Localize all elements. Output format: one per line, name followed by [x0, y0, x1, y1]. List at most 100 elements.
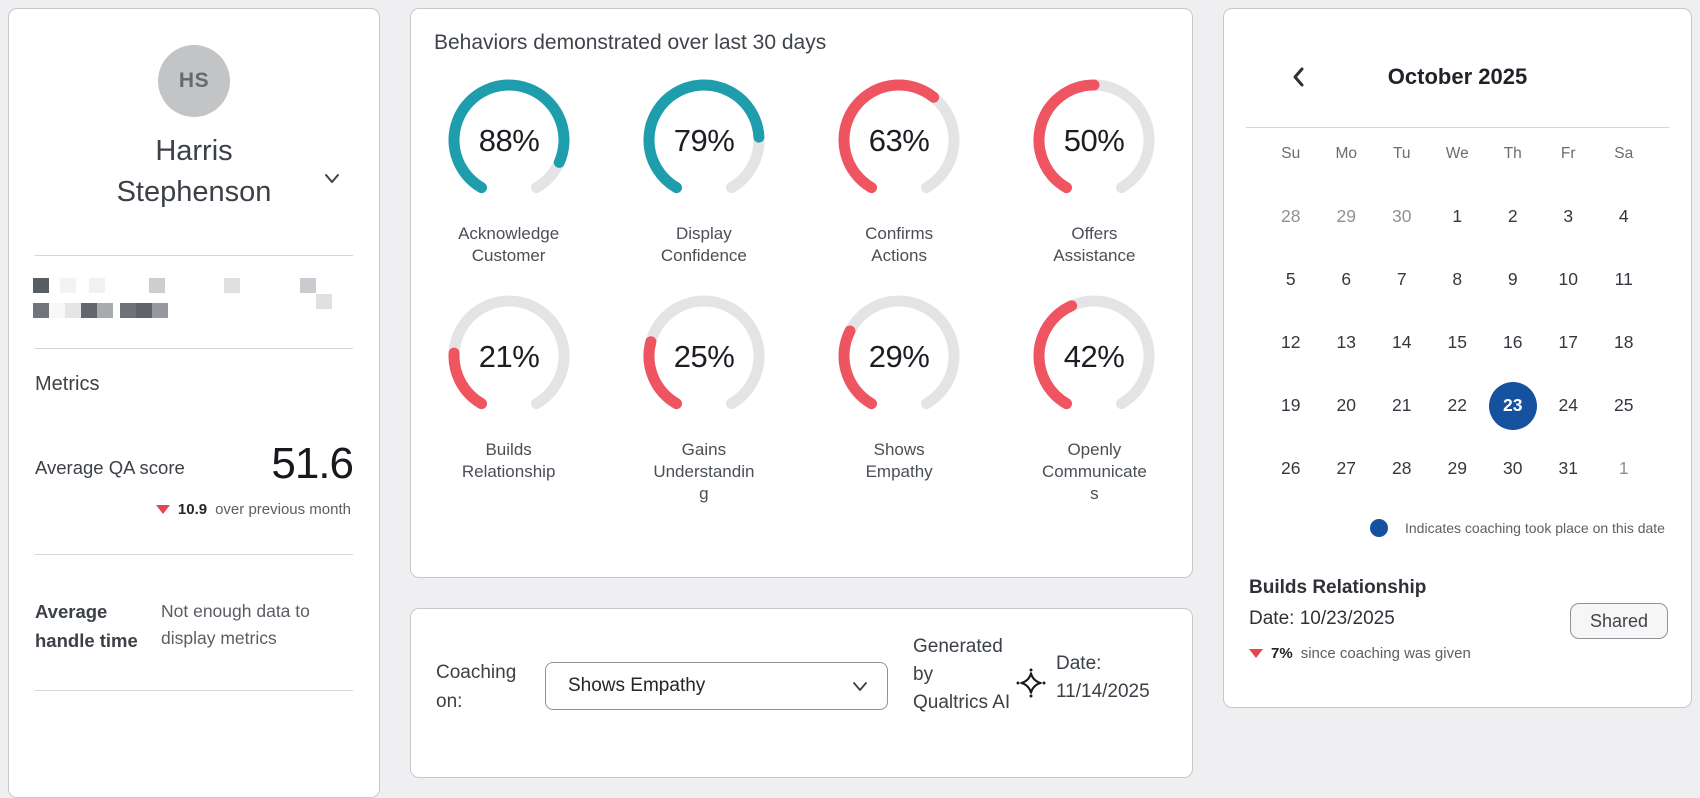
redacted-block: [224, 278, 240, 293]
calendar-day[interactable]: 9: [1507, 269, 1518, 289]
calendar-prev-button[interactable]: [1286, 64, 1312, 90]
behaviors-card: Behaviors demonstrated over last 30 days…: [410, 8, 1193, 578]
behavior-gauge: 79% Display Confidence: [641, 77, 767, 267]
calendar-day[interactable]: 13: [1336, 332, 1356, 352]
calendar-day[interactable]: 3: [1563, 206, 1574, 226]
chevron-down-icon[interactable]: [321, 167, 343, 189]
day-header: Fr: [1560, 145, 1576, 162]
gauge-label: Offers Assistance: [1053, 224, 1136, 266]
divider: [35, 348, 353, 349]
gauge-label: Display Confidence: [660, 224, 747, 266]
gauge-percent: 79%: [674, 123, 735, 158]
calendar-day-headers: Su Mo Tu We Th Fr Sa: [1263, 145, 1652, 163]
redacted-block: [81, 303, 97, 318]
calendar-day[interactable]: 24: [1558, 395, 1578, 415]
calendar-day[interactable]: 17: [1558, 332, 1578, 352]
redacted-block: [300, 278, 316, 293]
legend-text: Indicates coaching took place on this da…: [1405, 520, 1665, 536]
calendar-day[interactable]: 12: [1281, 332, 1301, 352]
profile-card: HS Harris Stephenson Metrics Average QA …: [8, 8, 380, 798]
gauge-label: Openly Communicates: [1041, 440, 1147, 504]
gauge-label: Builds Relationship: [461, 440, 556, 482]
handle-time-label: Average handle time: [35, 601, 138, 651]
calendar-day[interactable]: 7: [1396, 269, 1407, 289]
calendar-day[interactable]: 5: [1285, 269, 1296, 289]
redacted-block: [149, 278, 165, 293]
calendar-day[interactable]: 28: [1281, 206, 1301, 226]
calendar-day[interactable]: 1: [1618, 458, 1629, 478]
gauge-label: Confirms Actions: [865, 224, 934, 266]
calendar-day[interactable]: 30: [1503, 458, 1523, 478]
gauge-ring: 21%: [448, 295, 570, 410]
behavior-gauge: 63% Confirms Actions: [836, 77, 962, 267]
qa-score-value: 51.6: [271, 439, 354, 488]
delta-suffix: over previous month: [215, 501, 351, 518]
gauge-ring: 42%: [1033, 295, 1155, 410]
behavior-gauge: 25% Gains Understanding: [641, 293, 767, 505]
coaching-dot-icon: [1370, 519, 1388, 537]
calendar-day[interactable]: 4: [1618, 206, 1629, 226]
day-header: Sa: [1614, 145, 1634, 162]
calendar-day[interactable]: 10: [1558, 269, 1578, 289]
redacted-block: [60, 278, 76, 293]
behavior-gauge: 50% Offers Assistance: [1031, 77, 1157, 267]
divider: [35, 554, 353, 555]
calendar-day[interactable]: 15: [1447, 332, 1467, 352]
calendar-day[interactable]: 30: [1392, 206, 1412, 226]
behavior-gauge: 29% Shows Empathy: [836, 293, 962, 505]
calendar-day[interactable]: 29: [1447, 458, 1467, 478]
behavior-gauge: 21% Builds Relationship: [446, 293, 572, 505]
calendar-day[interactable]: 20: [1336, 395, 1356, 415]
calendar-day[interactable]: 19: [1281, 395, 1301, 415]
calendar-day[interactable]: 21: [1392, 395, 1412, 415]
behavior-gauge: 42% Openly Communicates: [1031, 293, 1157, 505]
gauge-percent: 50%: [1064, 123, 1125, 158]
coaching-on-label: Coaching on:: [436, 662, 517, 712]
shared-button-label: Shared: [1589, 610, 1649, 631]
date-label: Date:: [1056, 653, 1102, 674]
redacted-block: [33, 303, 49, 318]
calendar-day[interactable]: 16: [1503, 332, 1523, 352]
gauge-label: Shows Empathy: [865, 440, 933, 482]
calendar-day[interactable]: 11: [1614, 269, 1633, 289]
calendar-day[interactable]: 18: [1614, 332, 1634, 352]
session-date: Date: 10/23/2025: [1249, 608, 1395, 629]
redacted-block: [49, 303, 65, 318]
day-header: Tu: [1392, 145, 1411, 162]
redacted-block: [120, 303, 136, 318]
day-header: Su: [1281, 145, 1301, 162]
selected-behavior: Shows Empathy: [568, 675, 706, 696]
redacted-block: [136, 303, 152, 318]
qa-score-label: Average QA score: [35, 457, 185, 478]
avatar: HS: [158, 45, 230, 117]
calendar-day[interactable]: 23: [1485, 374, 1541, 437]
coaching-date: Date: 11/14/2025: [1056, 650, 1174, 706]
coaching-behavior-select[interactable]: Shows Empathy: [545, 662, 888, 710]
calendar-day[interactable]: 28: [1392, 458, 1412, 478]
redacted-block: [316, 294, 332, 309]
calendar-day[interactable]: 29: [1336, 206, 1356, 226]
gauge-ring: 63%: [838, 79, 960, 194]
redacted-block: [33, 278, 49, 293]
shared-button[interactable]: Shared: [1570, 603, 1668, 639]
day-header: Mo: [1335, 145, 1358, 162]
calendar-day[interactable]: 6: [1341, 269, 1352, 289]
calendar-day[interactable]: 27: [1336, 458, 1356, 478]
redacted-block: [89, 278, 105, 293]
calendar-card: October 2025 Su Mo Tu We Th Fr Sa 28 29 30 1 2 3 4 5 6…: [1223, 8, 1692, 708]
calendar-day[interactable]: 25: [1614, 395, 1634, 415]
delta-down-icon: [155, 505, 170, 514]
day-header: Th: [1503, 145, 1522, 162]
calendar-day[interactable]: 2: [1507, 206, 1518, 226]
calendar-day[interactable]: 26: [1281, 458, 1301, 478]
day-header: We: [1445, 145, 1469, 162]
gauge-percent: 42%: [1064, 339, 1125, 374]
gauge-ring: 88%: [448, 79, 570, 194]
calendar-day[interactable]: 8: [1452, 269, 1463, 289]
calendar-day[interactable]: 31: [1558, 458, 1578, 478]
calendar-legend: Indicates coaching took place on this da…: [1370, 519, 1665, 537]
calendar-day[interactable]: 14: [1392, 332, 1412, 352]
gauge-ring: 29%: [838, 295, 960, 410]
calendar-day[interactable]: 22: [1447, 395, 1467, 415]
calendar-day[interactable]: 1: [1452, 206, 1463, 226]
